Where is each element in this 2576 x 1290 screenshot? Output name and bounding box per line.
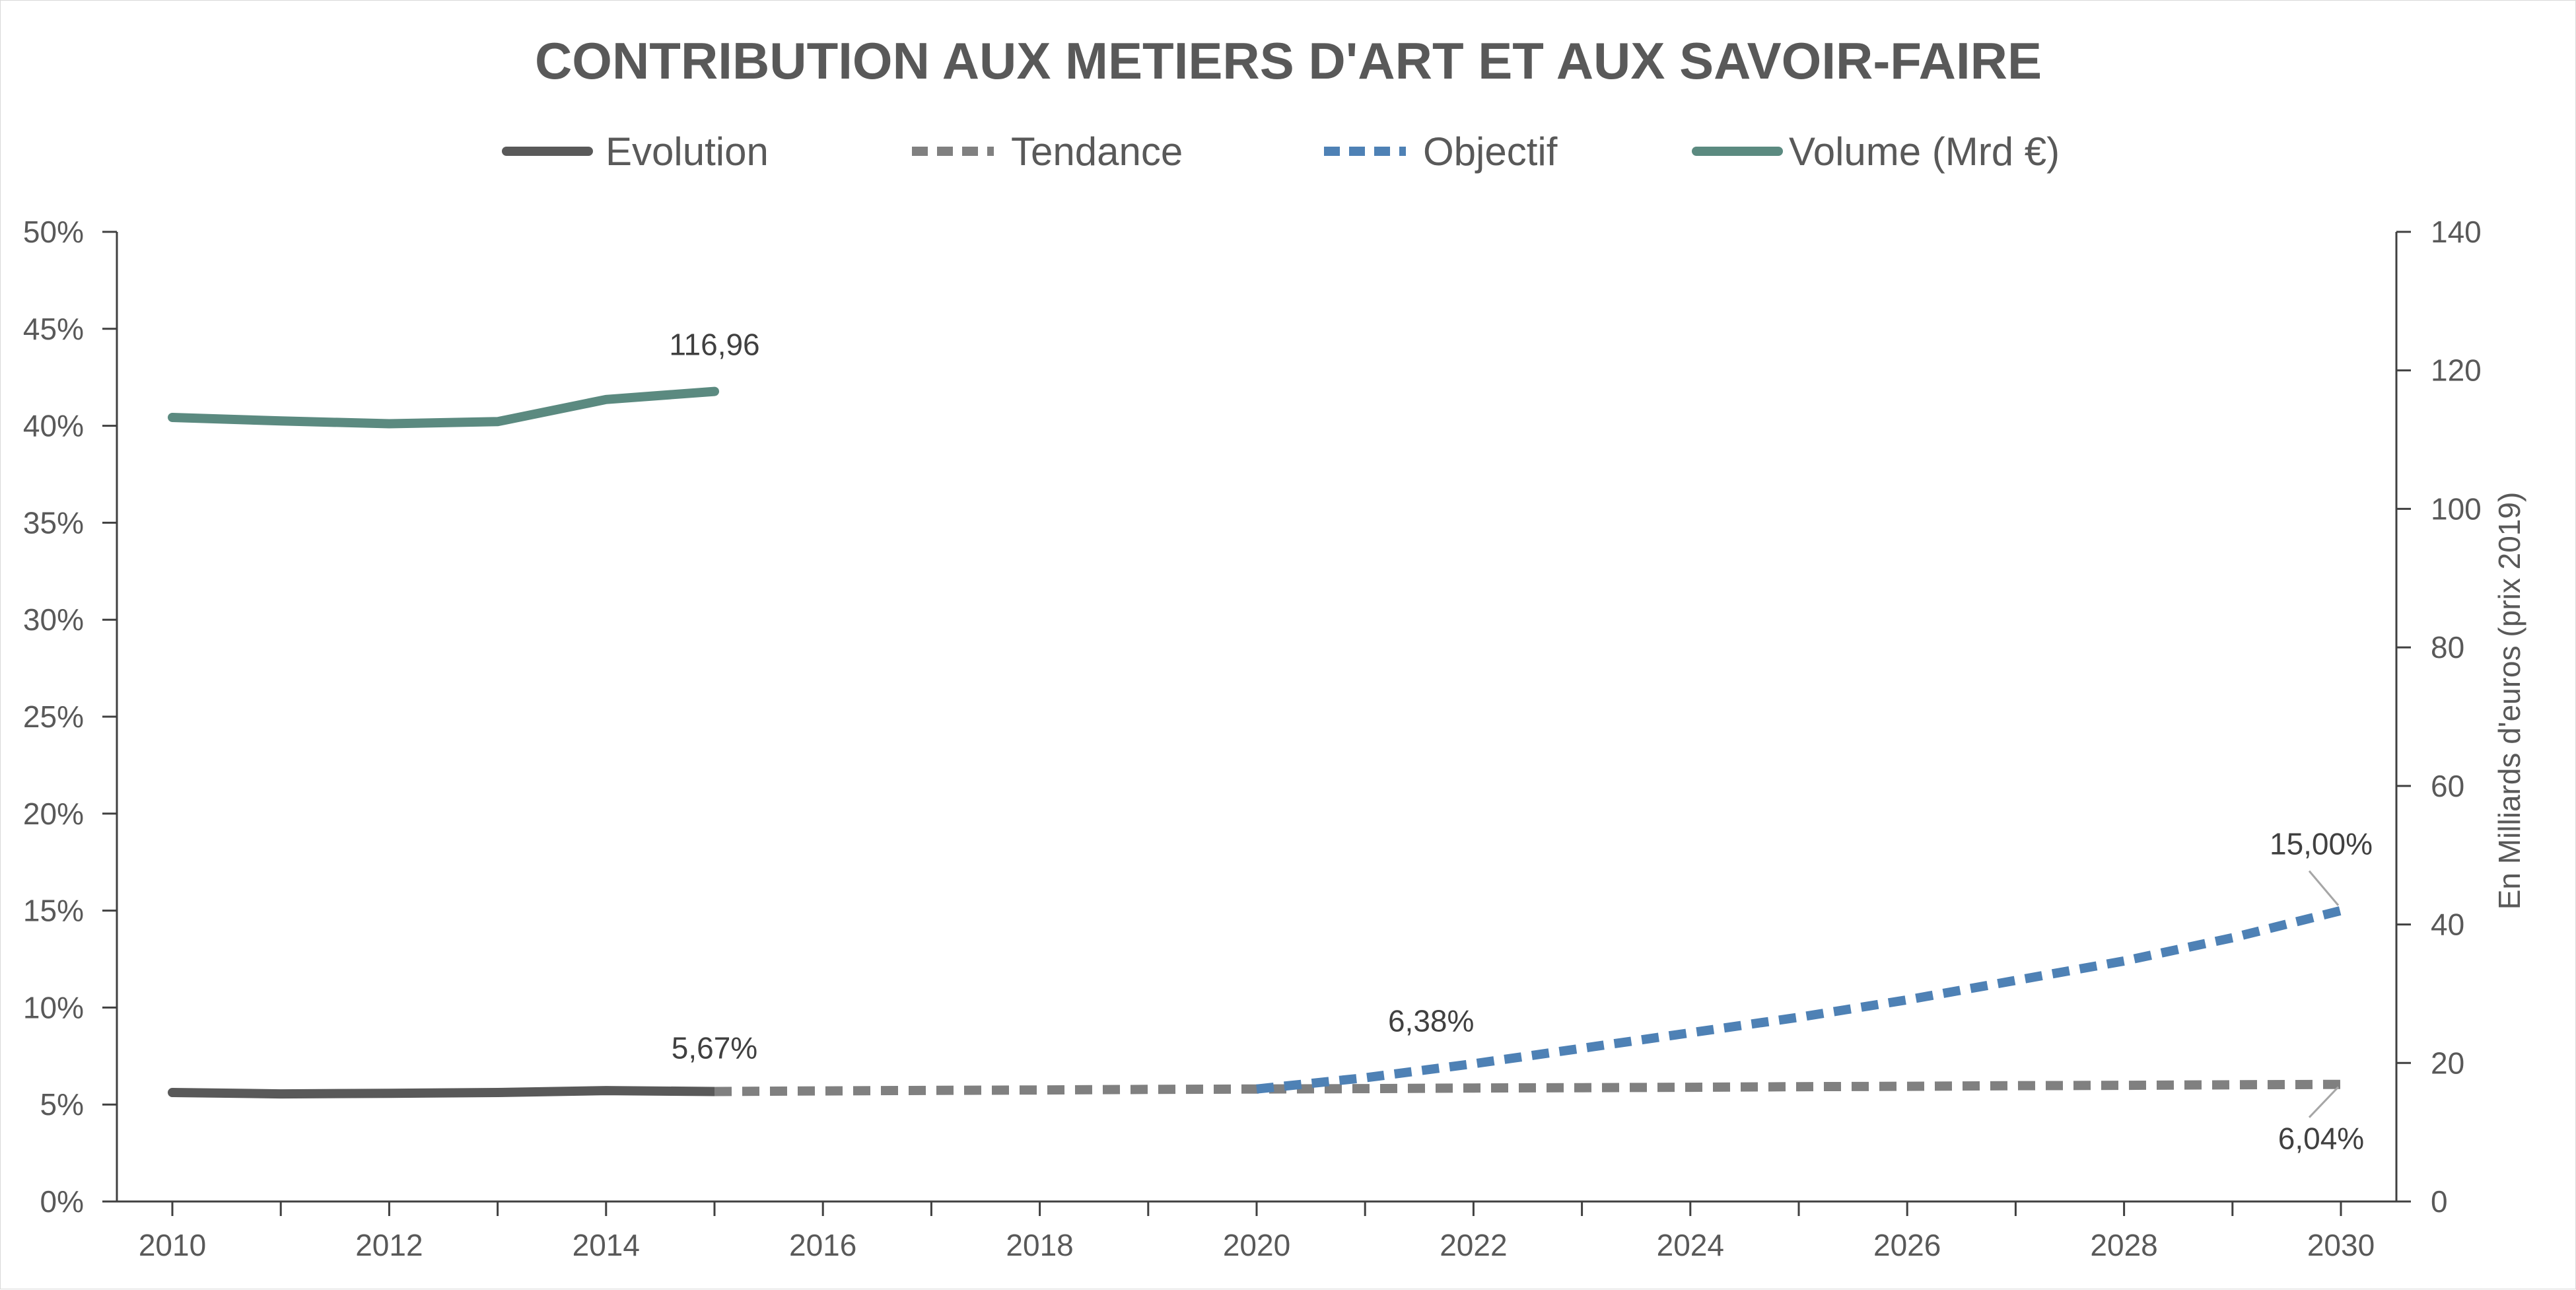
x-tick-label: 2014 [573,1228,640,1262]
data-labels: 116,96 5,67% 6,38% 15,00% 6,04% [669,328,2373,1156]
y2-tick-label: 0 [2431,1184,2448,1219]
y2-tick-label: 100 [2431,491,2482,526]
legend: Evolution Tendance Objectif Volume (Mrd €) [502,129,2060,174]
leader-line-tendance [2308,1086,2340,1118]
series-line-objectif [1256,906,2342,1094]
y-tick-label: 20% [23,797,84,831]
data-label-objectif: 6,38% [1388,1004,1474,1038]
y-tick-label: 30% [23,602,84,637]
series-line-volume-mrd [168,386,719,429]
x-tick-label: 2028 [2090,1228,2157,1262]
x-tick-label: 2022 [1440,1228,1507,1262]
leader-line-objectif [2308,870,2340,906]
legend-label-tendance: Tendance [1011,129,1183,174]
y-tick-label: 45% [23,312,84,346]
y-tick-label: 5% [40,1087,84,1122]
chart-title: CONTRIBUTION AUX METIERS D'ART ET AUX SA… [535,32,2042,90]
legend-label-objectif: Objectif [1423,129,1558,174]
x-tick-label: 2010 [139,1228,206,1262]
x-tick-label: 2026 [1873,1228,1941,1262]
series-lines [168,386,2342,1099]
y-tick-label: 25% [23,699,84,734]
series-line-tendance [714,1079,2342,1096]
series-line-evolution [168,1086,719,1099]
y2-tick-label: 60 [2431,769,2464,803]
x-tick-label: 2024 [1657,1228,1724,1262]
x-tick-label: 2018 [1006,1228,1073,1262]
data-label-volume-mrd: 116,96 [669,328,759,362]
legend-label-evolution: Evolution [606,129,769,174]
data-label-tendance: 6,04% [2278,1122,2364,1156]
y-tick-label: 40% [23,409,84,443]
y2-tick-label: 20 [2431,1046,2464,1080]
y-tick-label: 15% [23,894,84,928]
y2-tick-label: 120 [2431,353,2482,388]
x-tick-label: 2016 [789,1228,856,1262]
y2-tick-label: 80 [2431,630,2464,664]
tick-labels: 0% 5% 10% 15% 20% 25% 30% 35% 40% 45% 50% 0 20 40 60 80… [23,215,2482,1262]
x-tick-label: 2012 [355,1228,423,1262]
y-tick-label: 10% [23,990,84,1024]
legend-label-volume-mrd: Volume (Mrd €) [1789,129,2060,174]
y-tick-label: 35% [23,505,84,540]
y2-tick-label: 140 [2431,215,2482,249]
data-label-objectif: 15,00% [2270,827,2373,861]
y-tick-label: 0% [40,1184,84,1219]
label-leader-lines [2308,870,2340,1118]
axes [102,231,2411,1216]
y2-tick-label: 40 [2431,908,2464,942]
data-label-evolution: 5,67% [672,1031,757,1065]
y2-axis-title: En Milliards d'euros (prix 2019) [2492,492,2526,910]
x-tick-label: 2030 [2307,1228,2375,1262]
x-tick-label: 2020 [1223,1228,1290,1262]
y-tick-label: 50% [23,215,84,249]
